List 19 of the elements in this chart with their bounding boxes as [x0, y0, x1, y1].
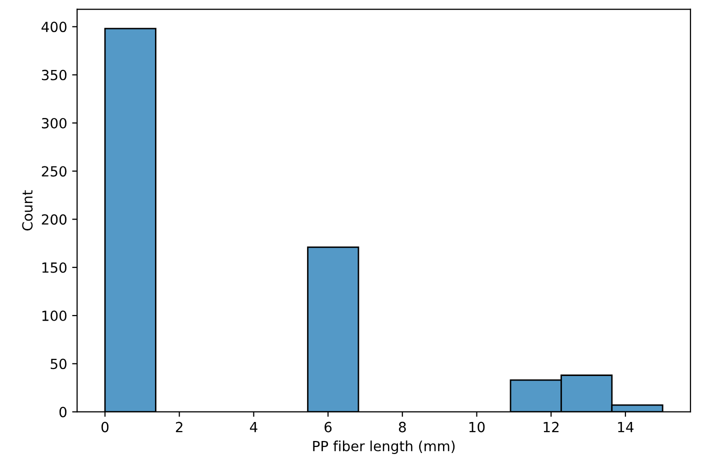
x-axis-title: PP fiber length (mm) — [313, 440, 455, 454]
x-tick-label: 8 — [398, 422, 406, 432]
x-tick-label: 4 — [250, 422, 258, 432]
y-tick-label: 200 — [42, 214, 66, 225]
y-tick-label: 0 — [59, 406, 66, 418]
y-tick-label: 150 — [42, 262, 66, 273]
y-tick-label: 350 — [42, 70, 66, 80]
x-tick-label: 10 — [469, 422, 485, 432]
x-tick-label: 14 — [618, 422, 634, 432]
x-tick-label: 0 — [101, 422, 108, 432]
y-axis-title: Count — [22, 190, 33, 230]
y-tick-label: 250 — [42, 166, 66, 177]
x-tick-label: 12 — [544, 422, 559, 432]
x-tick-label: 2 — [176, 422, 182, 432]
y-tick-label: 300 — [42, 118, 66, 128]
x-tick-label: 6 — [324, 422, 332, 432]
y-tick-label: 400 — [42, 22, 66, 32]
y-tick-label: 50 — [50, 358, 66, 370]
y-tick-label: 100 — [42, 310, 66, 322]
